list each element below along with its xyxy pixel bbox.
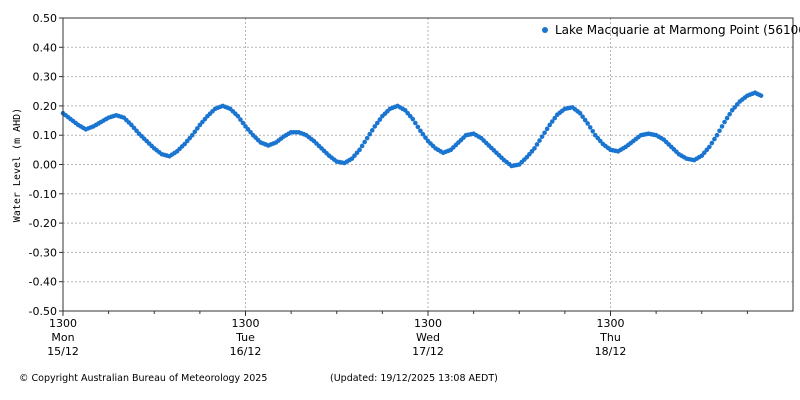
- data-point: [410, 116, 416, 122]
- data-point: [549, 119, 555, 124]
- data-point: [758, 93, 764, 98]
- data-point: [724, 115, 730, 121]
- copyright-text: © Copyright Australian Bureau of Meteoro…: [19, 373, 268, 384]
- x-tick-label: 1300: [597, 317, 625, 330]
- data-point: [418, 128, 423, 134]
- data-point: [709, 140, 715, 146]
- data-point: [539, 134, 545, 139]
- data-point: [547, 122, 552, 128]
- y-tick-label: 0.20: [33, 100, 58, 113]
- data-point: [420, 131, 426, 137]
- data-point: [542, 130, 547, 136]
- data-point: [359, 143, 365, 149]
- legend-label: Lake Macquarie at Marmong Point (561063): [555, 23, 800, 37]
- data-point: [362, 139, 367, 145]
- data-point: [712, 136, 717, 142]
- y-tick-label: -0.10: [29, 188, 57, 201]
- data-point: [582, 117, 588, 123]
- data-point: [367, 131, 373, 137]
- y-tick-label: -0.50: [29, 305, 57, 318]
- data-point: [238, 117, 243, 122]
- data-point: [544, 126, 550, 132]
- y-tick-label: 0.40: [33, 41, 58, 54]
- y-tick-label: -0.20: [29, 217, 57, 230]
- data-point: [377, 117, 383, 122]
- legend: Lake Macquarie at Marmong Point (561063): [542, 23, 800, 37]
- data-point: [719, 124, 725, 129]
- data-point: [240, 120, 246, 126]
- y-tick-label: 0.00: [33, 159, 58, 172]
- data-point: [717, 128, 722, 134]
- data-point: [722, 119, 727, 125]
- x-tick-label: 16/12: [230, 345, 262, 358]
- data-point: [192, 129, 198, 135]
- x-tick-label: 1300: [49, 317, 77, 330]
- series-points: [60, 90, 764, 169]
- data-point: [537, 138, 542, 143]
- y-tick-label: 0.30: [33, 71, 58, 84]
- data-point: [727, 111, 732, 117]
- y-tick-label: -0.40: [29, 276, 57, 289]
- data-point: [534, 142, 540, 147]
- x-tick-label: Thu: [599, 331, 621, 344]
- x-tick-label: 1300: [414, 317, 442, 330]
- data-point: [587, 125, 593, 130]
- y-tick-label: -0.30: [29, 246, 57, 259]
- data-point: [415, 124, 421, 130]
- x-tick-label: 17/12: [412, 345, 444, 358]
- data-point: [590, 128, 596, 134]
- data-point: [552, 115, 558, 121]
- data-point: [235, 113, 241, 119]
- data-point: [580, 114, 585, 119]
- legend-marker: [542, 27, 548, 33]
- y-tick-label: 0.50: [33, 12, 58, 25]
- x-tick-label: 15/12: [47, 345, 79, 358]
- data-point: [707, 144, 712, 150]
- y-axis-title: Water Level (m AHD): [12, 108, 23, 222]
- x-tick-label: Wed: [416, 331, 440, 344]
- data-point: [532, 146, 537, 151]
- data-point: [714, 132, 720, 138]
- data-point: [364, 135, 370, 141]
- data-point: [357, 147, 362, 153]
- x-tick-label: Mon: [51, 331, 74, 344]
- x-tick-labels: 1300Mon15/121300Tue16/121300Wed17/121300…: [47, 311, 626, 358]
- x-tick-label: 1300: [232, 317, 260, 330]
- data-point: [375, 120, 380, 126]
- data-point: [195, 126, 200, 131]
- data-point: [585, 121, 590, 126]
- data-point: [423, 135, 428, 140]
- data-point: [189, 132, 195, 138]
- x-tick-label: Tue: [235, 331, 255, 344]
- y-tick-label: 0.10: [33, 129, 58, 142]
- updated-text: (Updated: 19/12/2025 13:08 AEDT): [330, 373, 498, 384]
- y-tick-labels: 0.50 0.40 0.30 0.20 0.10 0.00 -0.10 -0.20 -0.30 -…: [29, 12, 63, 318]
- data-point: [413, 120, 418, 126]
- data-point: [372, 124, 378, 129]
- x-tick-label: 18/12: [595, 345, 627, 358]
- data-point: [369, 128, 375, 133]
- data-point: [577, 110, 583, 116]
